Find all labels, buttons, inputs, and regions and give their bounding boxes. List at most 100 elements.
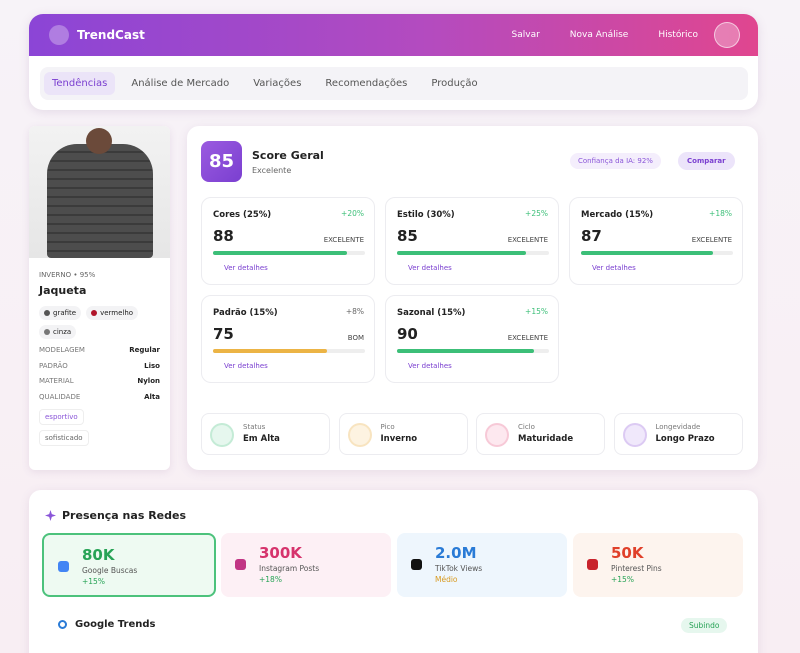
tabs: Tendências Análise de Mercado Variações Rec… — [40, 67, 748, 100]
color-chip: vermelho — [86, 306, 139, 320]
social-card[interactable]: 80K Google Buscas +15% — [42, 533, 216, 597]
social-value: 2.0M — [435, 544, 477, 562]
social-label: Google Buscas — [82, 566, 138, 575]
status-card: Status Em Alta — [201, 413, 330, 455]
progress-bar — [397, 251, 527, 255]
color-dot — [44, 329, 50, 335]
social-title: Presença nas Redes — [62, 509, 187, 522]
status-label: Pico — [380, 423, 395, 431]
colors: grafite vermelho cinza — [39, 306, 164, 339]
status-icon — [622, 423, 647, 447]
metric-trend: +15% — [525, 307, 548, 316]
social-change: +18% — [259, 575, 282, 584]
header-action[interactable]: Histórico — [658, 30, 698, 40]
head — [86, 128, 112, 154]
tab[interactable]: Produção — [431, 78, 478, 89]
metric-value: 85 — [397, 227, 418, 245]
score-rating: Excelente — [252, 166, 292, 175]
attribute-label: PADRÃO — [39, 361, 68, 370]
metric-trend: +18% — [709, 209, 732, 218]
status-value: Maturidade — [518, 434, 574, 444]
progress-track — [397, 251, 549, 255]
avatar[interactable] — [714, 22, 740, 48]
metric-name: Cores (25%) — [213, 210, 272, 220]
color-name: cinza — [53, 328, 72, 336]
progress-bar — [213, 349, 327, 353]
header-action[interactable]: Nova Análise — [569, 30, 629, 40]
logo — [49, 25, 69, 45]
details-link[interactable]: Ver detalhes — [224, 264, 268, 272]
score-title: Score Geral — [252, 149, 324, 162]
status-icon — [210, 423, 234, 447]
status-label: Status — [243, 423, 266, 431]
metric-trend: +25% — [525, 209, 548, 218]
details-link[interactable]: Ver detalhes — [408, 362, 452, 370]
status-value: Longo Prazo — [655, 434, 715, 444]
header-action[interactable]: Salvar — [511, 30, 540, 40]
confidence: Confiança da IA: 92% — [570, 153, 661, 169]
metric-value: 87 — [581, 227, 602, 245]
metric-rating: EXCELENTE — [691, 236, 732, 244]
tab[interactable]: Variações — [253, 78, 302, 89]
brand: TrendCast — [77, 28, 145, 42]
status-label: Ciclo — [518, 423, 535, 431]
actions: Salvar Nova Análise Histórico — [512, 30, 698, 40]
metric-card: Mercado (15%) +18% 87 EXCELENTE Ver detalhes — [569, 197, 743, 285]
social-card[interactable]: 50K Pinterest Pins +15% — [573, 533, 743, 597]
metric-value: 75 — [213, 325, 234, 343]
status-icon — [485, 423, 509, 447]
social-label: Pinterest Pins — [611, 564, 662, 573]
compare-button[interactable]: Comparar — [678, 152, 735, 170]
color-chip: cinza — [39, 325, 77, 339]
metric-rating: EXCELENTE — [323, 236, 364, 244]
metric-trend: +20% — [341, 209, 364, 218]
social-change: +15% — [82, 577, 105, 586]
product-image — [29, 126, 170, 258]
metric-value: 88 — [213, 227, 234, 245]
tab[interactable]: Recomendações — [325, 78, 408, 89]
attribute-value: Liso — [144, 361, 160, 370]
attribute-value: Alta — [144, 392, 160, 401]
progress-track — [213, 349, 365, 353]
progress-track — [213, 251, 365, 255]
score-panel: 85 Score Geral Excelente Confiança da IA: 9… — [187, 126, 758, 470]
metric-name: Sazonal (15%) — [397, 308, 466, 318]
metric-card: Sazonal (15%) +15% 90 EXCELENTE Ver detalhes — [385, 295, 559, 383]
social-change: +15% — [611, 575, 634, 584]
social-icon — [411, 559, 422, 570]
social-change: Médio — [435, 575, 458, 584]
status-value: Inverno — [380, 434, 418, 444]
attribute-label: QUALIDADE — [39, 392, 81, 401]
metric-card: Estilo (30%) +25% 85 EXCELENTE Ver detalhes — [385, 197, 559, 285]
header-panel: TrendCast Salvar Nova Análise Histórico Tend… — [29, 14, 758, 110]
metric-rating: EXCELENTE — [507, 236, 548, 244]
social-label: Instagram Posts — [259, 564, 320, 573]
product-name: Jaqueta — [39, 284, 87, 297]
tab[interactable]: Tendências — [44, 72, 116, 95]
score-badge: 85 — [201, 141, 242, 182]
social-panel: Presença nas Redes 80K Google Buscas +15% 30… — [29, 490, 758, 653]
color-dot — [91, 310, 98, 316]
jacket — [47, 144, 153, 258]
status-card: Pico Inverno — [338, 413, 468, 455]
social-card[interactable]: 300K Instagram Posts +18% — [221, 533, 391, 597]
details-link[interactable]: Ver detalhes — [408, 264, 452, 272]
color-chip: grafite — [39, 306, 82, 320]
details-link[interactable]: Ver detalhes — [592, 264, 636, 272]
status-icon — [347, 423, 372, 447]
progress-track — [397, 349, 549, 353]
details-link[interactable]: Ver detalhes — [224, 362, 268, 370]
status-value: Em Alta — [243, 434, 280, 444]
social-card[interactable]: 2.0M TikTok Views Médio — [397, 533, 567, 597]
metric-name: Padrão (15%) — [213, 308, 278, 318]
tag: esportivo — [39, 409, 84, 425]
social-value: 50K — [611, 544, 644, 562]
social-icon — [235, 559, 246, 570]
status-card: Longevidade Longo Prazo — [613, 413, 743, 455]
tab[interactable]: Análise de Mercado — [131, 78, 230, 89]
trends-badge: Subindo — [681, 618, 728, 633]
social-icon — [587, 559, 598, 570]
metric-card: Padrão (15%) +8% 75 BOM Ver detalhes — [201, 295, 375, 383]
social-value: 80K — [82, 546, 115, 564]
metric-name: Mercado (15%) — [581, 210, 654, 220]
